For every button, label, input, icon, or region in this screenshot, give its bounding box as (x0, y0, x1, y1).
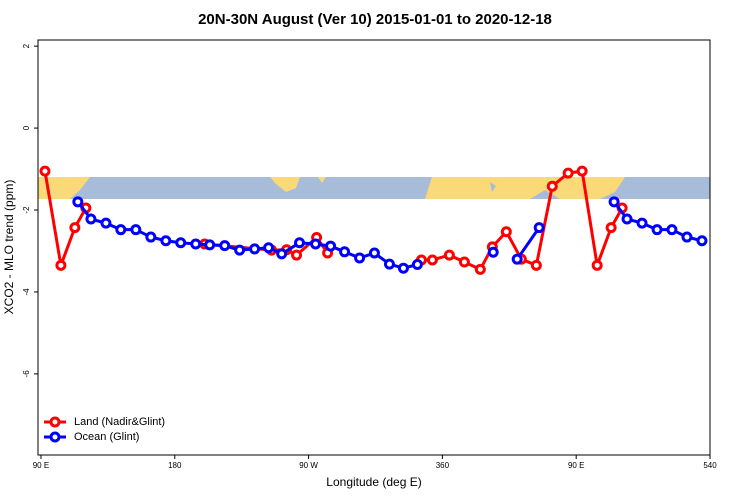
plot-frame (37, 39, 711, 456)
map-strip (38, 177, 710, 199)
y-tick-label: 0 (22, 125, 31, 130)
legend-label: Ocean (Glint) (74, 431, 139, 443)
data-point (294, 237, 306, 249)
legend-marker (49, 431, 61, 443)
data-point (145, 231, 157, 243)
data-point (458, 256, 470, 268)
data-point (621, 213, 633, 225)
data-point (474, 263, 486, 275)
data-point (291, 249, 303, 261)
data-point (608, 196, 620, 208)
data-point (443, 249, 455, 261)
map-land (38, 177, 90, 199)
x-tick-label: 90 E (568, 461, 584, 470)
data-point (426, 254, 438, 266)
legend-label: Land (Nadir&Glint) (74, 416, 165, 428)
data-point (39, 165, 51, 177)
data-point (368, 247, 380, 259)
data-point (591, 259, 603, 271)
chart-title: 20N-30N August (Ver 10) 2015-01-01 to 20… (198, 11, 552, 28)
data-point (511, 253, 523, 265)
data-point (605, 222, 617, 234)
data-point (383, 258, 395, 270)
data-point (397, 262, 409, 274)
x-tick-label: 180 (168, 461, 182, 470)
data-point (160, 235, 172, 247)
map-sea (490, 182, 496, 192)
data-point (546, 180, 558, 192)
map-land (270, 177, 300, 192)
data-point (696, 235, 708, 247)
data-point (115, 224, 127, 236)
data-point (72, 196, 84, 208)
y-tick-label: -6 (22, 370, 31, 378)
y-tick-label: -2 (22, 206, 31, 214)
data-point (562, 167, 574, 179)
y-axis-title: XCO2 - MLO trend (ppm) (2, 180, 16, 315)
data-point (130, 224, 142, 236)
x-tick-label: 360 (436, 461, 450, 470)
data-point (219, 240, 231, 252)
data-point (666, 224, 678, 236)
y-tick-label: -4 (22, 288, 31, 296)
data-point (325, 240, 337, 252)
y-tick-label: 2 (22, 43, 31, 48)
data-point (204, 239, 216, 251)
data-point (100, 217, 112, 229)
x-tick-label: 90 E (33, 461, 49, 470)
data-point (533, 222, 545, 234)
data-point (339, 246, 351, 258)
data-point (651, 224, 663, 236)
x-axis-title: Longitude (deg E) (326, 475, 421, 489)
data-point (576, 165, 588, 177)
data-point (354, 252, 366, 264)
data-point (310, 238, 322, 250)
x-tick-label: 540 (703, 461, 717, 470)
data-point (276, 248, 288, 260)
data-point (487, 246, 499, 258)
x-tick-label: 90 W (299, 461, 318, 470)
data-point (249, 243, 261, 255)
data-point (55, 259, 67, 271)
legend-marker (49, 416, 61, 428)
data-point (190, 238, 202, 250)
data-point (175, 237, 187, 249)
data-point (234, 244, 246, 256)
map-land (425, 177, 625, 199)
data-point (681, 231, 693, 243)
data-point (500, 226, 512, 238)
data-point (85, 213, 97, 225)
data-point (69, 222, 81, 234)
data-point (411, 259, 423, 271)
data-point (636, 217, 648, 229)
map-land (318, 177, 326, 183)
data-point (530, 259, 542, 271)
data-point (263, 242, 275, 254)
